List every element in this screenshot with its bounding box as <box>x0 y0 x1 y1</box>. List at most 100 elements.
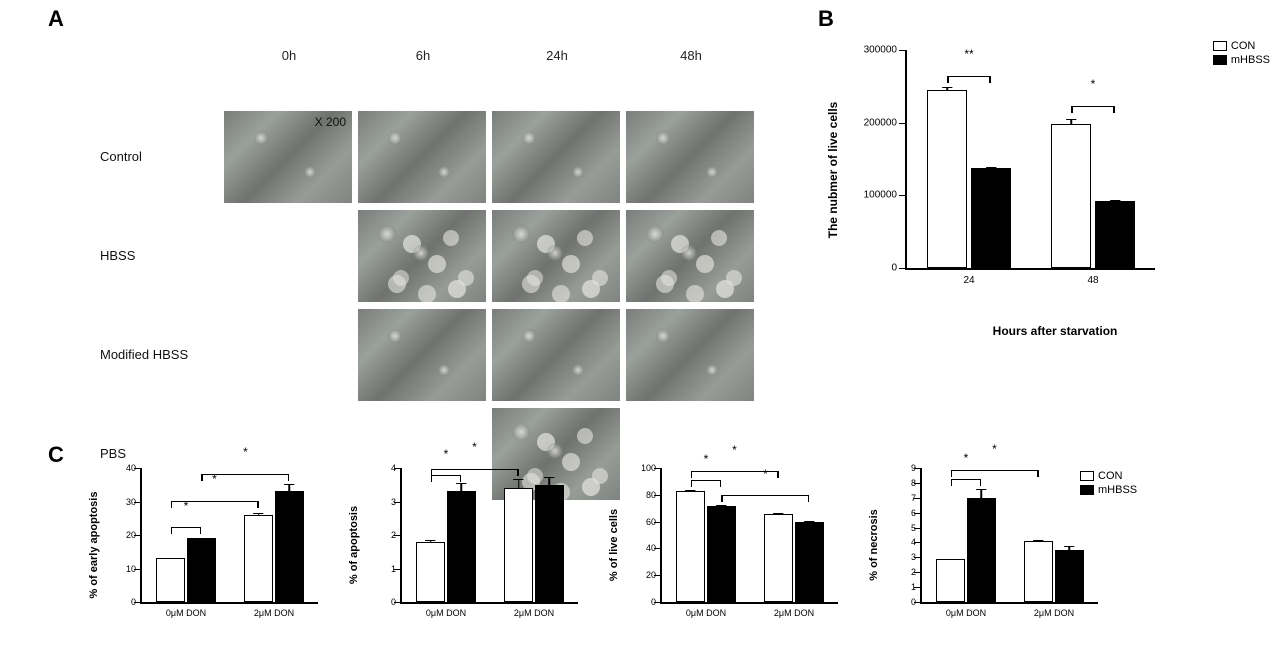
ytick-label: 7 <box>911 493 916 503</box>
sig-bracket <box>691 480 722 481</box>
legend-swatch <box>1213 41 1227 51</box>
bar-mHBSS-0μM DON <box>447 491 475 602</box>
panel-c: % of early apoptosis0102030400μM DON2μM … <box>98 460 1198 640</box>
errorbar <box>518 479 520 489</box>
bar-mHBSS-2μM DON <box>275 491 303 602</box>
microscopy-grid: 0h6h24h48hControlX 200HBSSModified HBSSP… <box>100 10 780 501</box>
xtick-label: 0μM DON <box>166 608 206 618</box>
bar-CON-2μM DON <box>764 514 792 602</box>
bar-mHBSS-24 <box>971 168 1011 268</box>
micro-image-r0-c0: X 200 <box>224 111 352 203</box>
ytick-label: 0 <box>891 263 897 274</box>
chart-b-plot: 01000002000003000002448*** <box>905 50 1155 270</box>
sig-star: ** <box>964 47 973 61</box>
ytick-label: 0 <box>651 597 656 607</box>
micro-image-r0-c2 <box>492 111 620 203</box>
ytick-label: 0 <box>131 597 136 607</box>
chart-b-xlabel: Hours after starvation <box>993 324 1118 338</box>
legend-item-CON: CON <box>1213 40 1270 52</box>
bar-CON-0μM DON <box>416 542 444 602</box>
errorbar <box>1038 540 1040 542</box>
sig-star: * <box>704 452 709 466</box>
errorbar <box>430 540 432 543</box>
chart-b-legend: CON mHBSS <box>1213 40 1270 68</box>
errorbar <box>1114 200 1116 202</box>
ytick-label: 2 <box>911 567 916 577</box>
col-header-1: 6h <box>358 48 488 68</box>
errorbar <box>809 521 811 523</box>
legend-swatch <box>1080 471 1094 481</box>
xtick-label: 2μM DON <box>254 608 294 618</box>
xtick-label: 24 <box>963 275 974 286</box>
ytick-label: 4 <box>911 537 916 547</box>
micro-image-r2-c2 <box>492 309 620 401</box>
panel-c-chart-3: % of necrosis01234567890μM DON2μM DON** <box>878 460 1108 630</box>
micro-image-r0-c3 <box>626 111 754 203</box>
xtick-label: 0μM DON <box>946 608 986 618</box>
legend-text: mHBSS <box>1231 54 1270 66</box>
col-header-3: 48h <box>626 48 756 68</box>
blank-header <box>100 48 220 68</box>
ytick-label: 60 <box>646 517 656 527</box>
sig-bracket <box>201 474 289 475</box>
bar-mHBSS-2μM DON <box>535 485 563 602</box>
bar-CON-2μM DON <box>504 488 532 602</box>
ytick-label: 40 <box>646 543 656 553</box>
col-header-0: 0h <box>224 48 354 68</box>
legend-swatch <box>1080 485 1094 495</box>
sig-star: * <box>472 440 477 454</box>
legend-text: CON <box>1098 470 1122 482</box>
ytick-label: 20 <box>126 530 136 540</box>
ytick <box>899 268 907 269</box>
panel-a: 0h6h24h48hControlX 200HBSSModified HBSSP… <box>100 10 780 501</box>
ytick-label: 0 <box>911 597 916 607</box>
xtick-label: 0μM DON <box>426 608 466 618</box>
ytick-label: 2 <box>391 530 396 540</box>
bar-CON-2μM DON <box>244 515 272 602</box>
ytick-label: 0 <box>391 597 396 607</box>
sig-bracket <box>1071 106 1115 107</box>
sig-star: * <box>732 443 737 457</box>
ytick-label: 10 <box>126 564 136 574</box>
panel-c-chart-1: % of apoptosis012340μM DON2μM DON** <box>358 460 588 630</box>
bar-mHBSS-48 <box>1095 201 1135 268</box>
ytick-label: 20 <box>646 570 656 580</box>
sig-bracket <box>951 470 1039 471</box>
live-cells-chart: The nubmer of live cells 010000020000030… <box>845 40 1265 300</box>
xtick-label: 2μM DON <box>1034 608 1074 618</box>
panel-b: The nubmer of live cells 010000020000030… <box>845 40 1265 300</box>
panel-c-label: C <box>48 442 64 468</box>
legend-text: CON <box>1231 40 1255 52</box>
sig-star: * <box>444 447 449 461</box>
errorbar <box>990 167 992 169</box>
errorbar <box>946 87 948 91</box>
errorbar <box>690 490 692 492</box>
ytick-label: 9 <box>911 463 916 473</box>
sig-star: * <box>243 445 248 459</box>
ytick-label: 3 <box>391 497 396 507</box>
legend-text: mHBSS <box>1098 484 1137 496</box>
bar-mHBSS-0μM DON <box>187 538 215 602</box>
errorbar <box>1069 546 1071 551</box>
ytick-label: 40 <box>126 463 136 473</box>
errorbar <box>461 483 463 492</box>
chart-c-plot-1: 012340μM DON2μM DON** <box>400 468 578 604</box>
ytick-label: 30 <box>126 497 136 507</box>
sig-star: * <box>763 467 768 481</box>
bar-CON-48 <box>1051 124 1091 268</box>
sig-star: * <box>992 442 997 456</box>
errorbar <box>549 477 551 486</box>
sig-bracket <box>947 76 991 77</box>
panel-b-label: B <box>818 6 834 32</box>
chart-c-legend: CON mHBSS <box>1080 470 1137 498</box>
chart-c-plot-0: 0102030400μM DON2μM DON*** <box>140 468 318 604</box>
chart-c-ylabel-1: % of apoptosis <box>348 506 360 584</box>
micro-image-r1-c2 <box>492 210 620 302</box>
sig-star: * <box>964 451 969 465</box>
ytick-label: 5 <box>911 523 916 533</box>
row-label-0: Control <box>100 149 220 164</box>
bar-mHBSS-0μM DON <box>967 498 995 602</box>
ytick <box>899 123 907 124</box>
chart-c-plot-3: 01234567890μM DON2μM DON** <box>920 468 1098 604</box>
panel-a-label: A <box>48 6 64 32</box>
